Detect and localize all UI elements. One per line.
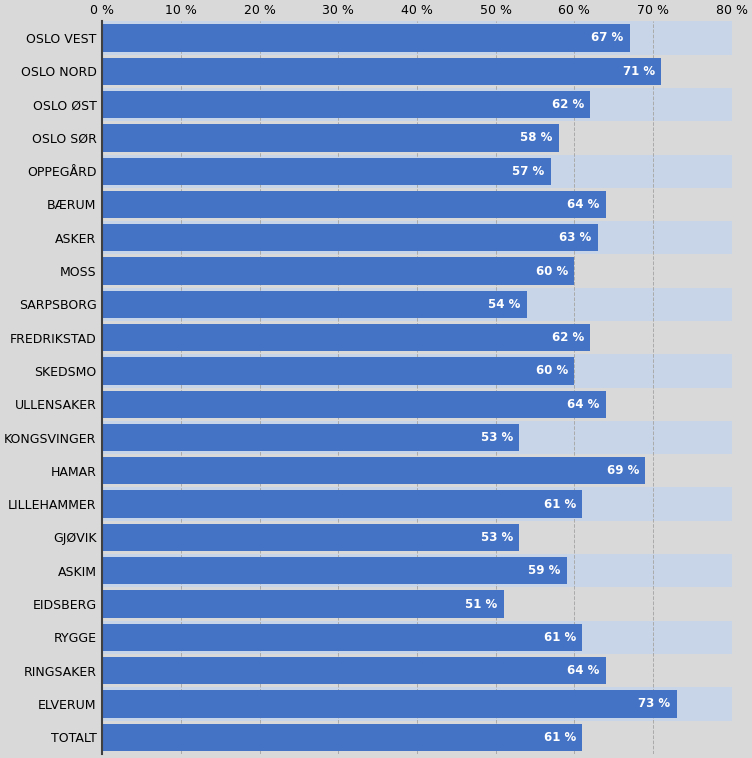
Bar (102, 224, 598, 252)
Bar (102, 691, 677, 718)
Text: 61 %: 61 % (544, 731, 576, 744)
Text: 51 %: 51 % (465, 597, 497, 610)
Bar (102, 24, 629, 52)
Text: 64 %: 64 % (567, 398, 599, 411)
Bar (102, 288, 732, 321)
Bar (102, 590, 504, 618)
Bar (102, 21, 732, 55)
Bar (102, 457, 645, 484)
Text: 61 %: 61 % (544, 631, 576, 644)
Text: 53 %: 53 % (481, 431, 513, 444)
Bar (102, 587, 732, 621)
Bar (102, 321, 732, 354)
Bar (102, 158, 550, 185)
Bar (102, 91, 590, 118)
Bar (102, 721, 732, 754)
Text: 71 %: 71 % (623, 64, 655, 78)
Text: 62 %: 62 % (552, 98, 584, 111)
Bar (102, 55, 732, 88)
Bar (102, 88, 732, 121)
Bar (102, 424, 520, 451)
Bar (102, 255, 732, 288)
Bar (102, 657, 606, 684)
Text: 59 %: 59 % (528, 564, 560, 577)
Bar (102, 324, 590, 351)
Bar (102, 421, 732, 454)
Bar (102, 490, 582, 518)
Bar (102, 557, 566, 584)
Text: 64 %: 64 % (567, 198, 599, 211)
Bar (102, 155, 732, 188)
Text: 61 %: 61 % (544, 497, 576, 511)
Bar (102, 58, 661, 85)
Text: 62 %: 62 % (552, 331, 584, 344)
Bar (102, 454, 732, 487)
Bar (102, 724, 582, 751)
Bar (102, 487, 732, 521)
Text: 53 %: 53 % (481, 531, 513, 544)
Bar (102, 621, 732, 654)
Bar (102, 524, 520, 551)
Bar (102, 191, 606, 218)
Bar (102, 121, 732, 155)
Text: 69 %: 69 % (607, 465, 639, 478)
Bar (102, 124, 559, 152)
Text: 57 %: 57 % (512, 164, 544, 177)
Text: 64 %: 64 % (567, 664, 599, 677)
Bar (102, 291, 527, 318)
Text: 60 %: 60 % (536, 265, 568, 277)
Bar (102, 554, 732, 587)
Bar (102, 654, 732, 688)
Bar (102, 387, 732, 421)
Bar (102, 188, 732, 221)
Text: 54 %: 54 % (489, 298, 521, 311)
Bar (102, 521, 732, 554)
Text: 67 %: 67 % (591, 32, 623, 45)
Bar (102, 258, 575, 285)
Bar (102, 221, 732, 255)
Text: 60 %: 60 % (536, 365, 568, 377)
Bar (102, 624, 582, 651)
Bar (102, 390, 606, 418)
Text: 63 %: 63 % (559, 231, 592, 244)
Text: 73 %: 73 % (638, 697, 671, 710)
Bar (102, 354, 732, 387)
Bar (102, 357, 575, 384)
Text: 58 %: 58 % (520, 131, 553, 144)
Bar (102, 688, 732, 721)
